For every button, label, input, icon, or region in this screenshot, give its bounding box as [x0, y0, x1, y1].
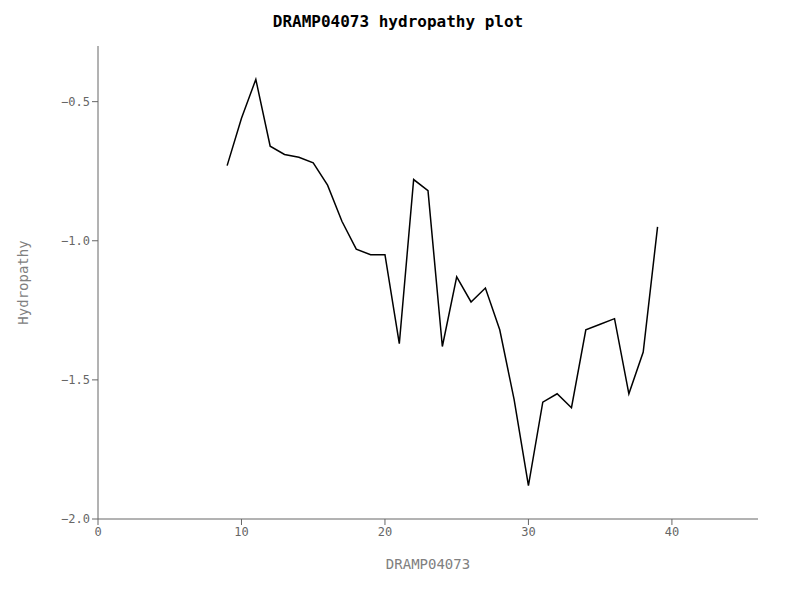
svg-text:−0.5: −0.5	[61, 95, 90, 109]
svg-text:DRAMP04073: DRAMP04073	[386, 556, 470, 572]
svg-text:40: 40	[665, 525, 679, 539]
svg-text:−1.5: −1.5	[61, 373, 90, 387]
html-text:DRAMP04073 hydropathy plot: DRAMP04073 hydropathy plot	[272, 12, 524, 31]
svg-text:20: 20	[378, 525, 392, 539]
svg-text:30: 30	[521, 525, 535, 539]
svg-text:0: 0	[94, 525, 101, 539]
svg-text:−1.0: −1.0	[61, 234, 90, 248]
svg-text:Hydropathy: Hydropathy	[15, 240, 31, 324]
svg-text:−2.0: −2.0	[61, 512, 90, 526]
svg-text:10: 10	[234, 525, 248, 539]
